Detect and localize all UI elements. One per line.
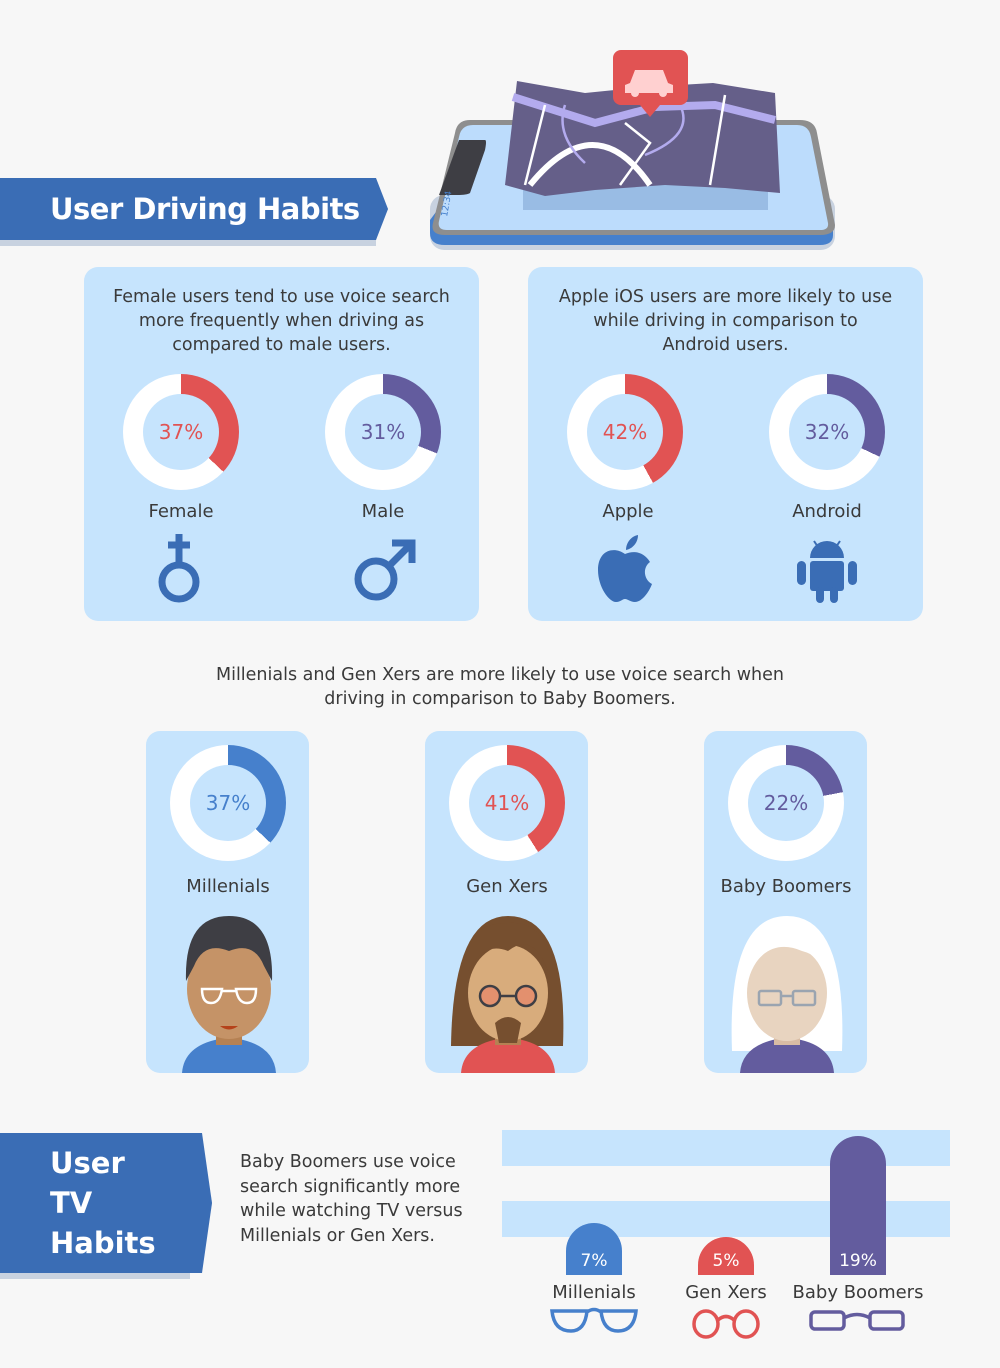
banner-shadow: [0, 1273, 190, 1279]
millenials-label: Millenials: [186, 876, 270, 897]
boomers-bar: 19%: [830, 1136, 886, 1275]
tv-text: Baby Boomers use voice search significan…: [240, 1152, 463, 1246]
male-percent: 31%: [345, 394, 421, 470]
tv-title-line-1: User: [50, 1146, 125, 1180]
boomers-bar-value: 19%: [839, 1251, 877, 1271]
genx-card: 41% Gen Xers: [425, 731, 588, 1073]
apple-label: Apple: [602, 501, 654, 522]
boomer-glasses-icon: [809, 1310, 905, 1331]
boomers-donut-chart: 22%: [728, 745, 844, 861]
millenials-bar: 7%: [566, 1223, 622, 1275]
millenials-percent: 37%: [190, 765, 266, 841]
female-label: Female: [148, 501, 214, 522]
android-label: Android: [792, 501, 862, 522]
generation-text: Millenials and Gen Xers are more likely …: [215, 665, 785, 709]
tv-millenials-label: Millenials: [552, 1282, 636, 1303]
female-donut-chart: 37%: [123, 374, 239, 490]
genx-label: Gen Xers: [466, 876, 548, 897]
section-title-driving: User Driving Habits: [0, 178, 388, 240]
phone-map-illustration: 12:34: [430, 50, 835, 250]
tv-boomers-label: Baby Boomers: [792, 1282, 924, 1303]
gender-card: Female users tend to use voice search mo…: [84, 267, 479, 621]
boomers-percent: 22%: [748, 765, 824, 841]
genx-bar-value: 5%: [712, 1251, 740, 1271]
boomers-card: 22% Baby Boomers: [704, 731, 867, 1073]
millenials-donut-chart: 37%: [170, 745, 286, 861]
male-symbol-icon: [354, 539, 416, 601]
male-label: Male: [361, 501, 405, 522]
gender-card-text: Female users tend to use voice search mo…: [113, 287, 450, 355]
os-card: Apple iOS users are more likely to use w…: [528, 267, 923, 621]
millenial-avatar: [182, 916, 276, 1073]
genx-glasses-icon: [692, 1309, 760, 1339]
female-symbol-icon: [158, 534, 200, 603]
banner-shadow: [0, 240, 376, 246]
genx-bar: 5%: [698, 1237, 754, 1275]
android-donut-chart: 32%: [769, 374, 885, 490]
apple-logo-icon: [598, 535, 652, 602]
android-logo-icon: [797, 540, 857, 603]
apple-donut-chart: 42%: [567, 374, 683, 490]
male-donut-chart: 31%: [325, 374, 441, 490]
genx-donut-chart: 41%: [449, 745, 565, 861]
phone-time: 12:34: [440, 190, 454, 218]
tv-genx-label: Gen Xers: [685, 1282, 767, 1303]
android-percent: 32%: [789, 394, 865, 470]
genx-percent: 41%: [469, 765, 545, 841]
tv-title-line-2: TV: [50, 1186, 93, 1220]
female-percent: 37%: [143, 394, 219, 470]
boomer-avatar: [731, 916, 843, 1073]
millenials-card: 37% Millenials: [146, 731, 309, 1073]
section-title-tv: User TV Habits: [0, 1133, 212, 1273]
millenials-bar-value: 7%: [580, 1251, 608, 1271]
millenial-glasses-icon: [550, 1307, 638, 1333]
os-card-text: Apple iOS users are more likely to use w…: [558, 287, 893, 355]
apple-percent: 42%: [587, 394, 663, 470]
tv-title-line-3: Habits: [50, 1226, 156, 1260]
genx-avatar: [451, 916, 564, 1073]
boomers-label: Baby Boomers: [720, 876, 852, 897]
